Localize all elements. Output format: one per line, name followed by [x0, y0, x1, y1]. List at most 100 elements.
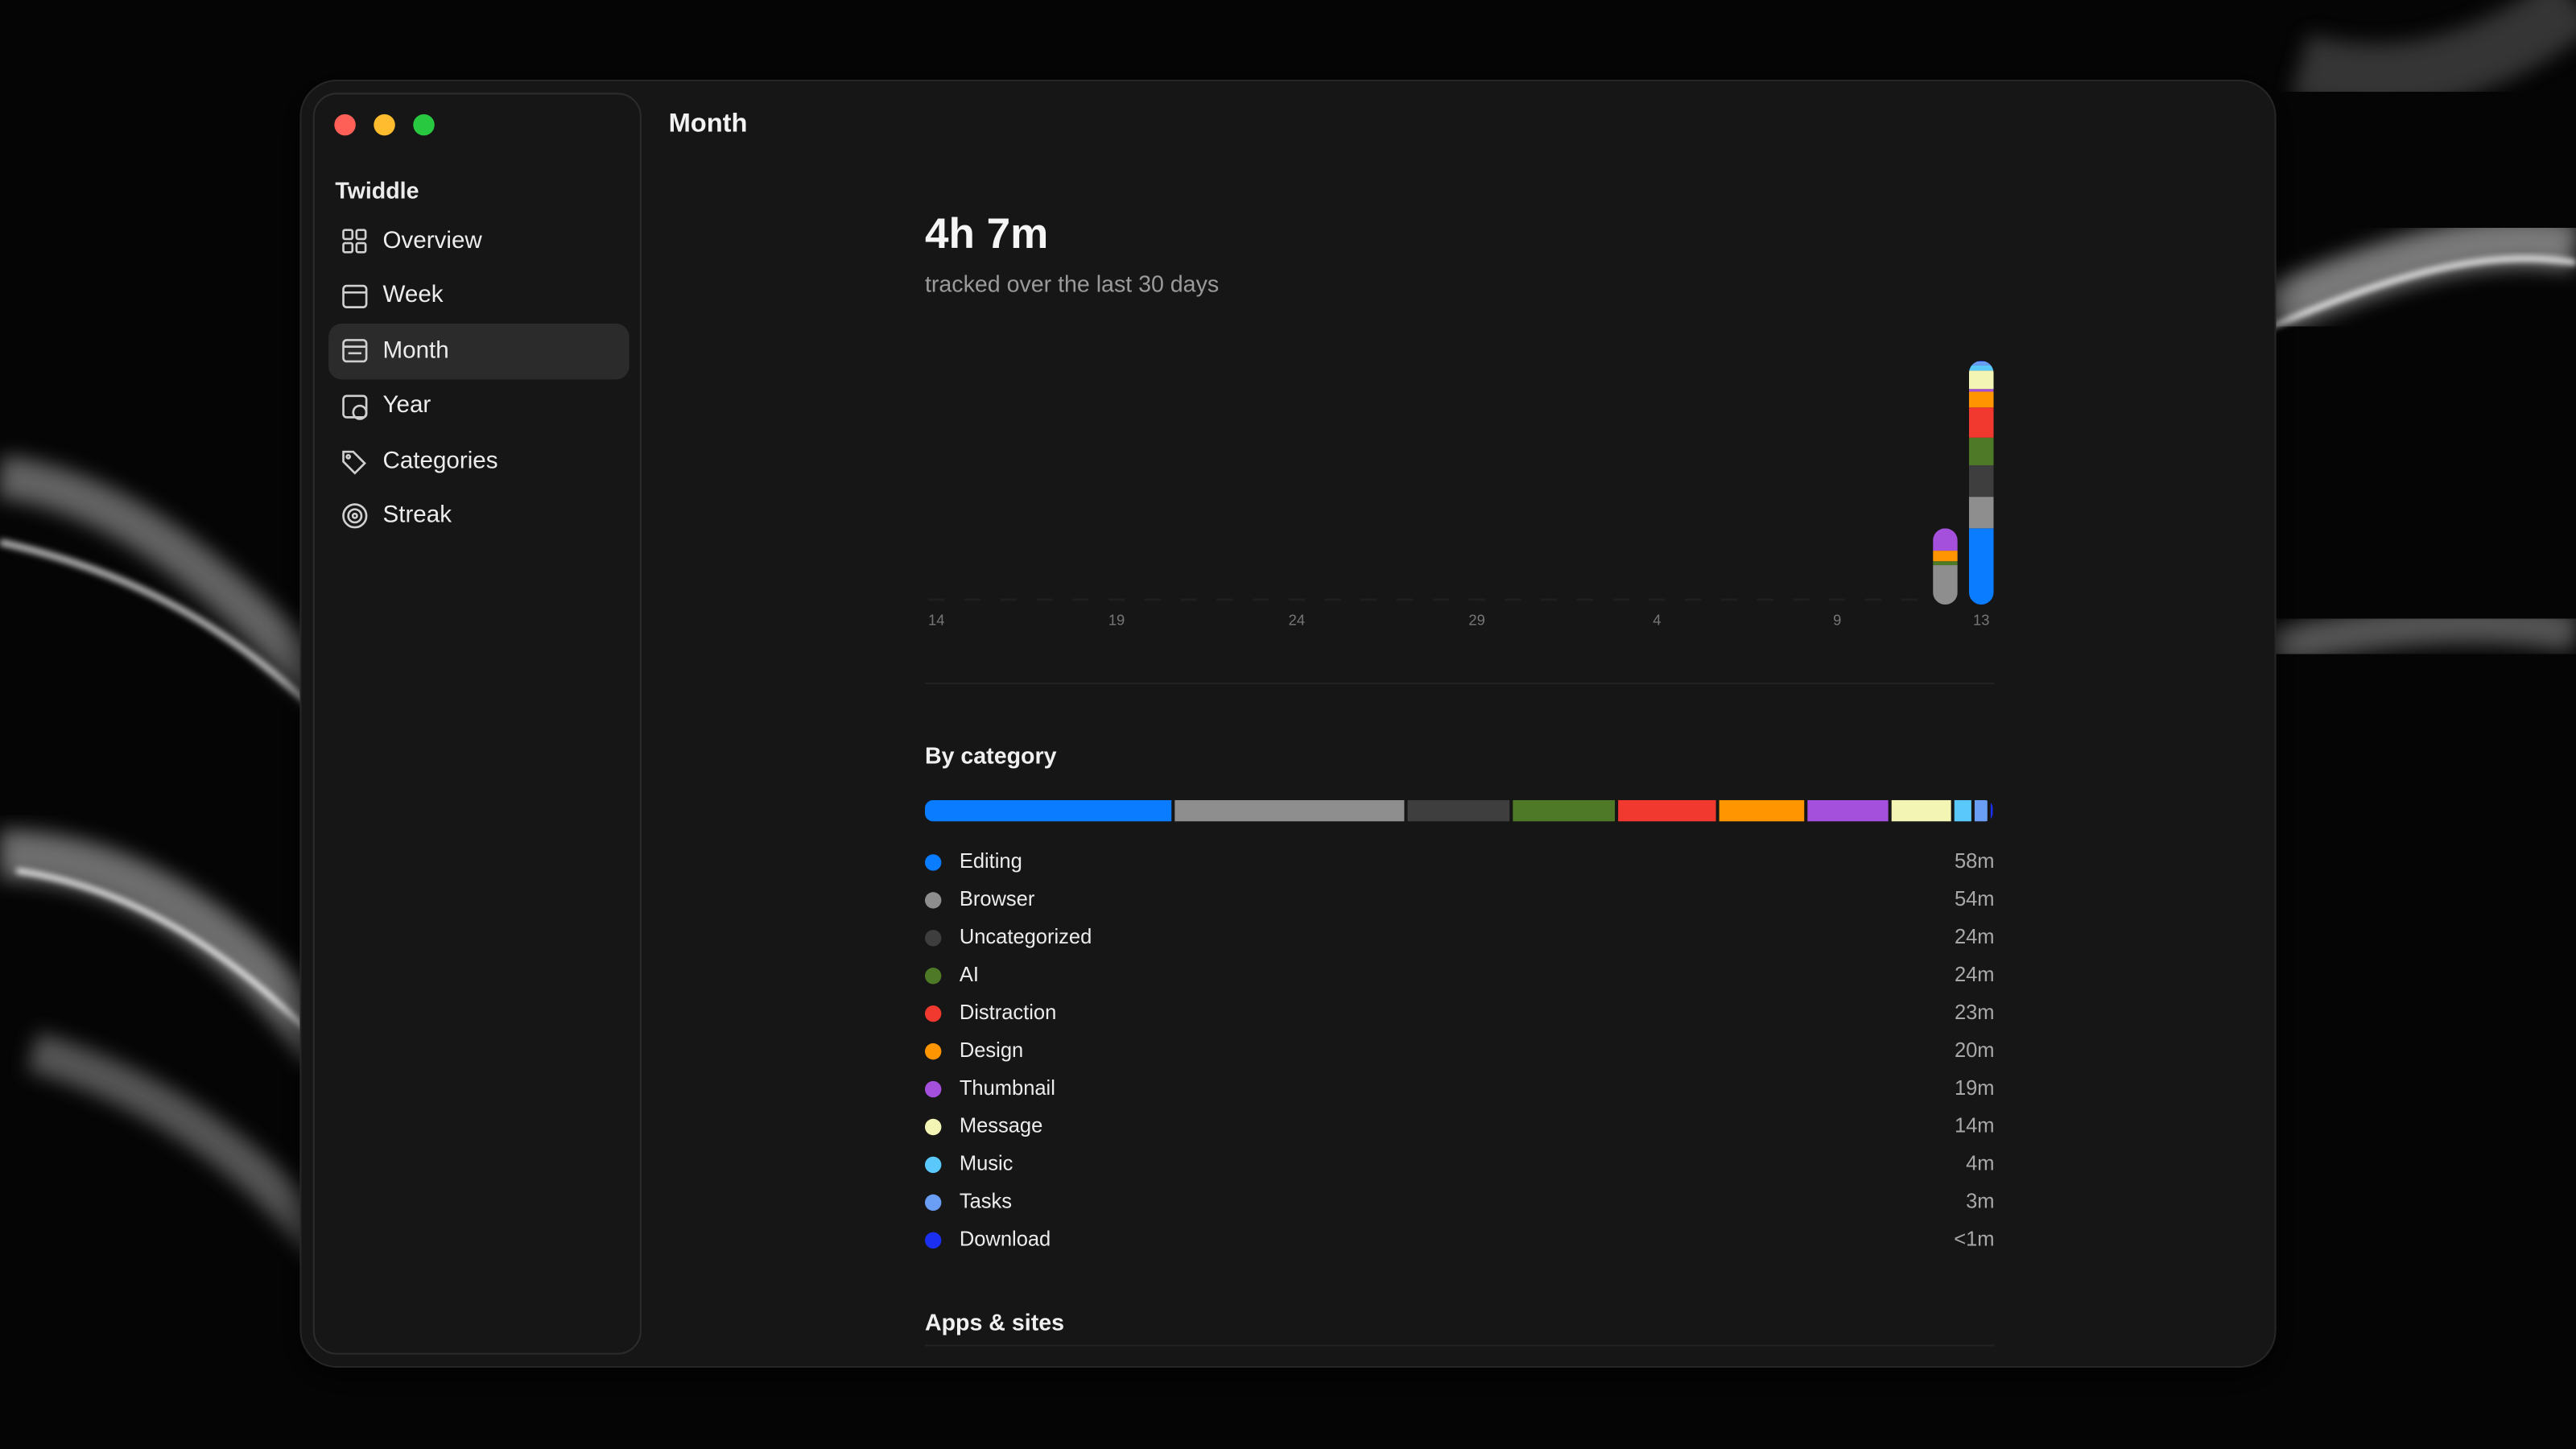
- item-label: Categories: [383, 447, 498, 473]
- category-name: Distraction: [960, 1001, 1056, 1024]
- category-bar: [924, 799, 1993, 822]
- bar-segment: [1968, 365, 1994, 371]
- sidebar-item[interactable]: Overview: [342, 227, 483, 254]
- total-time: 4h 7m: [925, 210, 1048, 258]
- bar-segment: [1968, 391, 1994, 408]
- category-name: Message: [960, 1115, 1042, 1137]
- legend-dot: [924, 1042, 942, 1060]
- category-value: 23m: [1955, 1001, 1995, 1024]
- bar-segment: [1968, 464, 1994, 497]
- item-label: Week: [383, 281, 444, 308]
- category-value: 19m: [1955, 1077, 1995, 1100]
- x-tick-label: 29: [1468, 611, 1484, 628]
- section-title: Apps & sites: [925, 1310, 1064, 1335]
- sidebar-item[interactable]: Week: [342, 281, 444, 308]
- icon: [342, 394, 368, 420]
- icon: [342, 503, 368, 529]
- bar-segment: [1933, 528, 1958, 551]
- x-tick-label: 24: [1289, 611, 1305, 628]
- category-name: Music: [960, 1153, 1013, 1175]
- app-name: Twiddle: [335, 178, 419, 204]
- category-name: Uncategorized: [960, 926, 1092, 948]
- bar-segment: [1968, 497, 1994, 529]
- legend-dot: [924, 1118, 942, 1136]
- x-tick-label: 9: [1833, 611, 1841, 628]
- x-tick-label: 19: [1108, 611, 1125, 628]
- item-label: Overview: [383, 227, 483, 254]
- category-name: Design: [960, 1039, 1023, 1062]
- category-segment: [1618, 799, 1716, 822]
- category-name: Browser: [960, 888, 1035, 910]
- zoom-button[interactable]: [413, 114, 435, 136]
- legend-dot: [924, 892, 942, 909]
- category-value: <1m: [1954, 1228, 1994, 1251]
- category-segment: [1513, 799, 1616, 822]
- section-title: By category: [925, 743, 1057, 769]
- category-name: Tasks: [960, 1191, 1012, 1213]
- close-button[interactable]: [334, 114, 356, 136]
- category-name: AI: [960, 964, 979, 986]
- bar-segment: [1968, 361, 1994, 365]
- category-segment: [924, 799, 1172, 822]
- category-value: 4m: [1966, 1153, 1994, 1175]
- category-segment: [1174, 799, 1405, 822]
- x-tick-label: 4: [1653, 611, 1661, 628]
- category-name: Editing: [960, 850, 1022, 873]
- bar-segment: [1933, 561, 1958, 566]
- category-segment: [1719, 799, 1805, 822]
- active-item-highlight: [328, 324, 630, 380]
- item-label: Streak: [383, 502, 452, 528]
- category-value: 14m: [1955, 1115, 1995, 1137]
- summary-subtitle: tracked over the last 30 days: [925, 272, 1219, 298]
- bar-segment: [1968, 528, 1994, 605]
- legend-dot: [924, 1194, 942, 1212]
- category-value: 24m: [1955, 964, 1995, 986]
- legend-dot: [924, 1080, 942, 1098]
- bar-segment: [1968, 407, 1994, 438]
- day-column: [1933, 528, 1958, 605]
- category-segment: [1990, 799, 1993, 822]
- legend-dot: [924, 930, 942, 947]
- minimize-button[interactable]: [374, 114, 395, 136]
- sidebar: [312, 93, 642, 1355]
- category-segment: [1807, 799, 1889, 822]
- legend-dot: [924, 968, 942, 985]
- day-column: [1968, 361, 1994, 605]
- legend-dot: [924, 1156, 942, 1174]
- category-value: 24m: [1955, 926, 1995, 948]
- item-label: Month: [383, 337, 449, 364]
- icon: [342, 284, 368, 308]
- sidebar-item[interactable]: Month: [342, 337, 449, 364]
- category-value: 3m: [1966, 1191, 1994, 1213]
- x-tick-label: 13: [1973, 611, 1989, 628]
- icon: [342, 450, 366, 475]
- window-title: Month: [669, 108, 748, 138]
- category-segment: [1891, 799, 1951, 822]
- bar-segment: [1933, 551, 1958, 562]
- category-value: 54m: [1955, 888, 1995, 910]
- legend-dot: [924, 854, 942, 871]
- icon: [342, 229, 367, 254]
- window: [299, 79, 2277, 1368]
- category-name: Thumbnail: [960, 1077, 1055, 1100]
- icon: [342, 339, 368, 363]
- bar-segment: [1933, 565, 1958, 605]
- category-value: 20m: [1955, 1039, 1995, 1062]
- legend-dot: [924, 1232, 942, 1249]
- category-segment: [1974, 799, 1988, 822]
- category-value: 58m: [1955, 850, 1995, 873]
- bar-segment: [1968, 437, 1994, 465]
- category-segment: [1407, 799, 1510, 822]
- sidebar-item[interactable]: Categories: [342, 447, 498, 475]
- bar-segment: [1968, 389, 1994, 392]
- category-segment: [1954, 799, 1971, 822]
- x-tick-label: 14: [928, 611, 944, 628]
- sidebar-item[interactable]: Year: [342, 391, 431, 420]
- category-name: Download: [960, 1228, 1051, 1251]
- legend-dot: [924, 1005, 942, 1022]
- item-label: Year: [383, 391, 431, 418]
- sidebar-item[interactable]: Streak: [342, 502, 452, 529]
- bar-segment: [1968, 370, 1994, 390]
